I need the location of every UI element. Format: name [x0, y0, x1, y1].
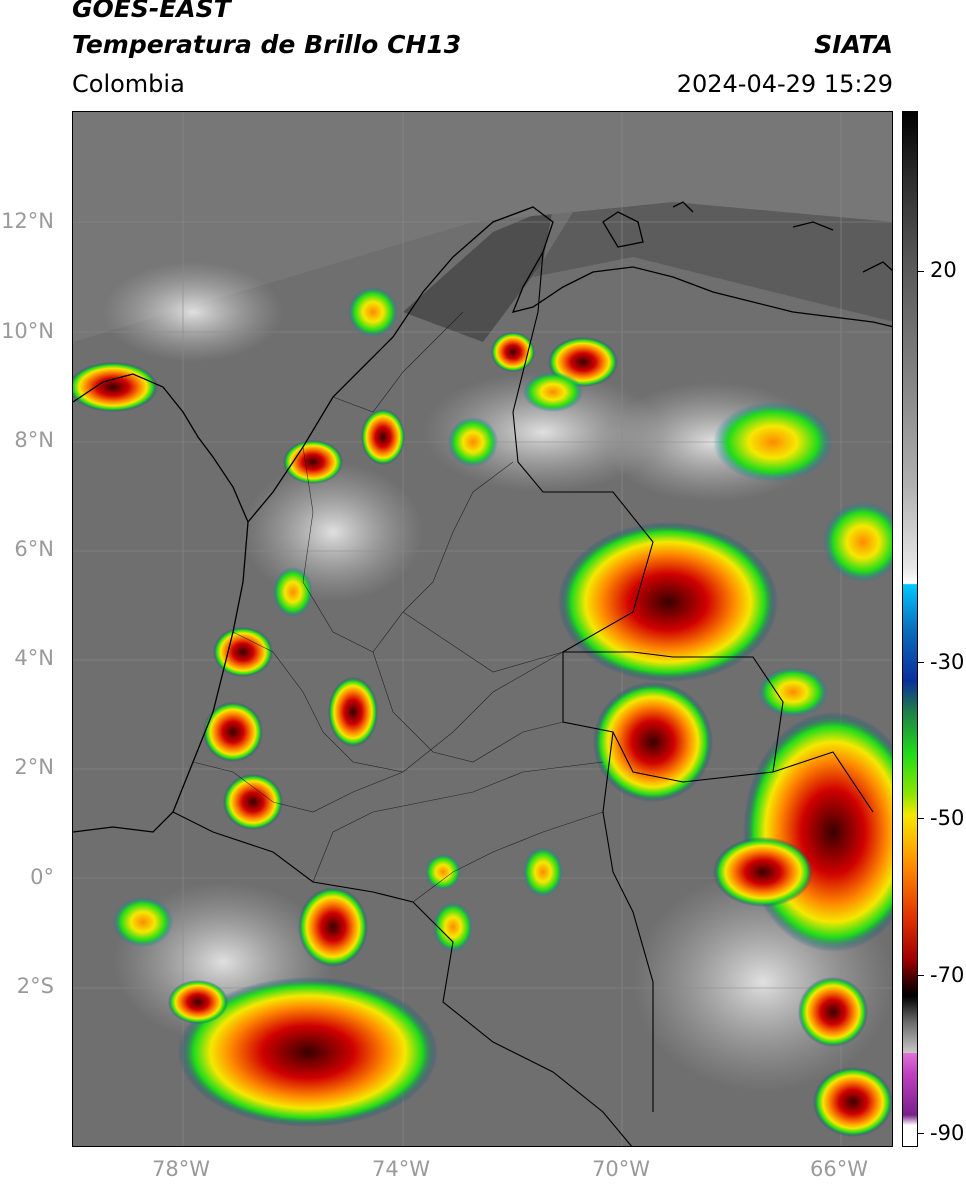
caribbean-area	[73, 112, 892, 342]
colorbar-tick	[918, 975, 924, 976]
colorbar-label-20: 20	[930, 258, 957, 282]
country-borders	[172, 251, 874, 1146]
brand-label: SIATA	[814, 30, 893, 59]
lat-label-2s: 2°S	[16, 974, 54, 998]
region-label: Colombia	[72, 70, 185, 98]
timestamp-label: 2024-04-29 15:29	[676, 70, 893, 98]
cloud-patch	[243, 462, 423, 602]
coastlines	[73, 201, 892, 833]
cloud-patch	[103, 262, 283, 362]
lat-label-6n: 6°N	[14, 537, 54, 561]
colorbar-tick	[918, 818, 924, 819]
colorbar-label-minus30: -30	[930, 650, 965, 674]
convective-cells	[73, 287, 892, 1137]
colorbar-tick	[918, 1133, 924, 1134]
lon-label-78w: 78°W	[152, 1157, 210, 1181]
lat-label-10n: 10°N	[1, 319, 54, 343]
brightness-temperature-map[interactable]	[72, 111, 893, 1147]
satellite-title: GOES-EAST	[72, 0, 231, 23]
lat-label-0: 0°	[30, 865, 54, 889]
colorbar-label-minus50: -50	[930, 806, 965, 830]
colorbar-tick	[918, 271, 924, 272]
department-borders	[192, 311, 604, 903]
lat-label-12n: 12°N	[1, 209, 54, 233]
lon-label-70w: 70°W	[592, 1157, 650, 1181]
guajira-dark-area	[403, 207, 553, 342]
lat-label-2n: 2°N	[14, 755, 54, 779]
colorbar-label-minus70: -70	[930, 963, 965, 987]
lon-label-74w: 74°W	[372, 1157, 430, 1181]
temperature-colorbar	[902, 111, 918, 1147]
lon-label-66w: 66°W	[810, 1157, 868, 1181]
colorbar-label-minus90: -90	[930, 1121, 965, 1145]
lat-label-4n: 4°N	[14, 646, 54, 670]
venezuela-coast-area	[533, 202, 892, 322]
map-canvas	[73, 112, 892, 1146]
colorbar-tick	[918, 662, 924, 663]
product-title: Temperatura de Brillo CH13	[72, 30, 462, 59]
lat-label-8n: 8°N	[14, 428, 54, 452]
